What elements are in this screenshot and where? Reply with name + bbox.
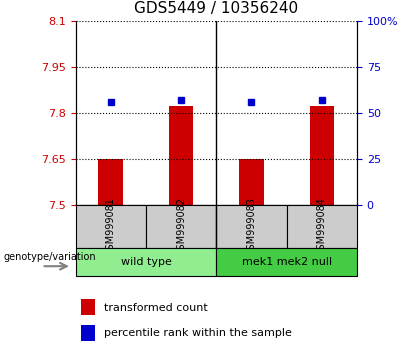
Text: wild type: wild type — [121, 257, 171, 267]
FancyBboxPatch shape — [216, 248, 357, 276]
Bar — [81, 325, 95, 341]
FancyBboxPatch shape — [76, 205, 146, 248]
Bar — [239, 159, 264, 205]
Text: transformed count: transformed count — [104, 303, 207, 313]
Text: GSM999084: GSM999084 — [317, 197, 327, 256]
Bar — [81, 299, 95, 315]
FancyBboxPatch shape — [216, 205, 287, 248]
Title: GDS5449 / 10356240: GDS5449 / 10356240 — [134, 1, 298, 16]
Text: GSM999081: GSM999081 — [106, 197, 116, 256]
Bar — [169, 105, 194, 205]
Text: GSM999083: GSM999083 — [247, 197, 257, 256]
Text: genotype/variation: genotype/variation — [4, 252, 97, 262]
Text: GSM999082: GSM999082 — [176, 197, 186, 256]
Text: mek1 mek2 null: mek1 mek2 null — [241, 257, 332, 267]
FancyBboxPatch shape — [287, 205, 357, 248]
Text: percentile rank within the sample: percentile rank within the sample — [104, 328, 291, 338]
Bar — [98, 159, 123, 205]
FancyBboxPatch shape — [146, 205, 216, 248]
Bar — [310, 105, 334, 205]
FancyBboxPatch shape — [76, 248, 216, 276]
